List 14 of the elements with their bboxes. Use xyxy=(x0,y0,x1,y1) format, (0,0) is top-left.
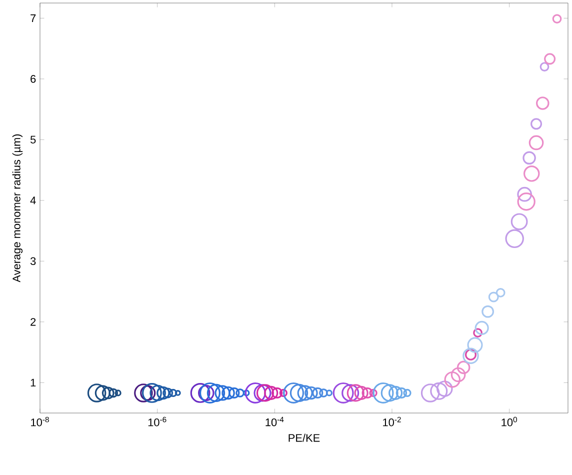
x-tick-label: 10$^{-6}$ xyxy=(148,416,166,426)
y-tick-label: 6 xyxy=(30,75,36,83)
y-tick-label: 2 xyxy=(30,318,36,326)
y-axis-title: Average monomer radius (µm) xyxy=(12,134,23,282)
y-tick-label: 7 xyxy=(30,14,36,22)
y-tick-label: 4 xyxy=(30,196,36,204)
y-tick-label: 1 xyxy=(30,378,36,386)
x-tick-label: 10$^{-4}$ xyxy=(266,416,284,426)
x-tick-label: 10$^{-2}$ xyxy=(383,416,401,426)
x-tick-label: 10$^{0}$ xyxy=(502,416,517,426)
y-tick-label: 5 xyxy=(30,136,36,144)
x-axis-title: PE/KE xyxy=(288,434,320,442)
x-tick-label: 10$^{-8}$ xyxy=(31,416,49,426)
y-tick-label: 3 xyxy=(30,257,36,266)
